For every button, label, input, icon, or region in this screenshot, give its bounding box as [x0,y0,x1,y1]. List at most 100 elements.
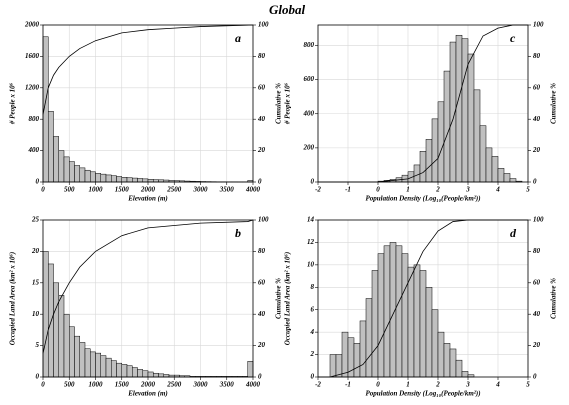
bar [365,298,373,378]
bar [132,177,138,183]
bar [413,164,421,183]
bar [147,371,154,378]
bar [449,348,457,378]
y2-tick-label: 40 [532,115,541,123]
y-axis-label: Occupied Land Area (km² x 10⁶) [284,252,292,346]
bar [95,173,101,183]
x-tick-label: 3 [465,381,470,389]
plot-frame [317,24,529,183]
bar [84,169,91,183]
y2-tick-label: 60 [258,83,266,91]
bar [142,178,149,183]
bar [329,354,337,378]
x-axis-label: Population Density (Log₁₀(People/km²)) [365,390,480,398]
bar [341,331,349,378]
y2-tick-label: 80 [258,247,266,255]
bar [116,176,122,183]
bar [142,370,149,378]
y-tick-label: 10 [32,310,40,318]
bar [79,342,86,378]
bar [371,270,379,378]
y-tick-label: 12 [307,238,315,246]
bar [419,270,427,378]
x-tick-label: -1 [345,381,351,389]
bar [121,364,128,378]
y2-tick-label: 60 [258,278,266,286]
panel-label: b [235,226,241,240]
y-tick-label: 25 [31,216,40,224]
y-axis-label: # People x 10⁶ [9,82,17,125]
bar [431,309,439,378]
bar [100,173,107,183]
y2-tick-label: 60 [533,83,541,91]
x-tick-label: 2 [435,381,440,389]
x-tick-label: 3000 [193,186,209,194]
x-tick-label: 500 [64,381,75,389]
y-tick-label: 15 [32,278,40,286]
bar [377,253,385,378]
bar [335,354,343,378]
y2-tick-label: 0 [533,373,537,381]
x-tick-label: 5 [526,381,530,389]
x-tick-label: 0 [376,186,380,194]
panel-label: a [235,31,241,45]
bar [137,369,143,378]
bar [443,343,451,378]
x-tick-label: 5 [526,186,530,194]
bar [497,168,505,183]
bar [503,173,511,183]
y2-tick-label: 40 [257,115,266,123]
y2-tick-label: 80 [258,52,266,60]
bar [395,245,403,378]
y-tick-label: 5 [36,341,40,349]
bar [48,263,54,378]
bar [485,147,493,183]
y2-tick-label: 60 [533,278,541,286]
x-tick-label: 1500 [115,186,130,194]
y2-tick-label: 100 [258,21,269,29]
bar [247,361,254,378]
bar [84,348,91,378]
y-tick-label: 0 [311,178,315,186]
bar [407,266,415,378]
bar [455,359,463,378]
y2-tick-label: 100 [258,216,269,224]
x-tick-label: -2 [315,186,321,194]
y-tick-label: 800 [29,115,40,123]
figure-title: Global [269,2,306,17]
bar [383,245,391,378]
y-tick-label: 2 [310,350,315,358]
x-tick-label: 1000 [89,381,104,389]
y-tick-label: 1600 [25,52,40,60]
cumulative-line [42,24,254,115]
x-tick-label: 3000 [193,381,209,389]
bar [111,175,117,183]
y-axis-label: Occupied Land Area (km² x 10⁶) [9,252,17,346]
bar [116,362,122,378]
bar [437,331,445,378]
x-tick-label: 4 [495,381,500,389]
x-tick-label: 1 [406,186,410,194]
plot-frame [42,24,254,183]
y-tick-label: 400 [28,146,40,154]
bar [359,320,367,378]
x-tick-label: 1000 [89,186,104,194]
bar [479,125,487,183]
bar [111,360,117,378]
y-tick-label: 14 [307,216,315,224]
bar [473,89,481,183]
y-tick-label: 0 [36,178,40,186]
x-tick-label: 2500 [166,381,182,389]
bar [431,118,439,183]
x-tick-label: 3500 [219,186,235,194]
y2-axis-label: Cumulative % [275,278,283,319]
bar [158,373,164,378]
panel-label: d [510,226,517,240]
bar [425,139,433,183]
bar [126,365,133,378]
bar [467,53,475,183]
y2-tick-label: 100 [533,216,544,224]
bar [42,251,49,378]
bar [69,161,75,183]
